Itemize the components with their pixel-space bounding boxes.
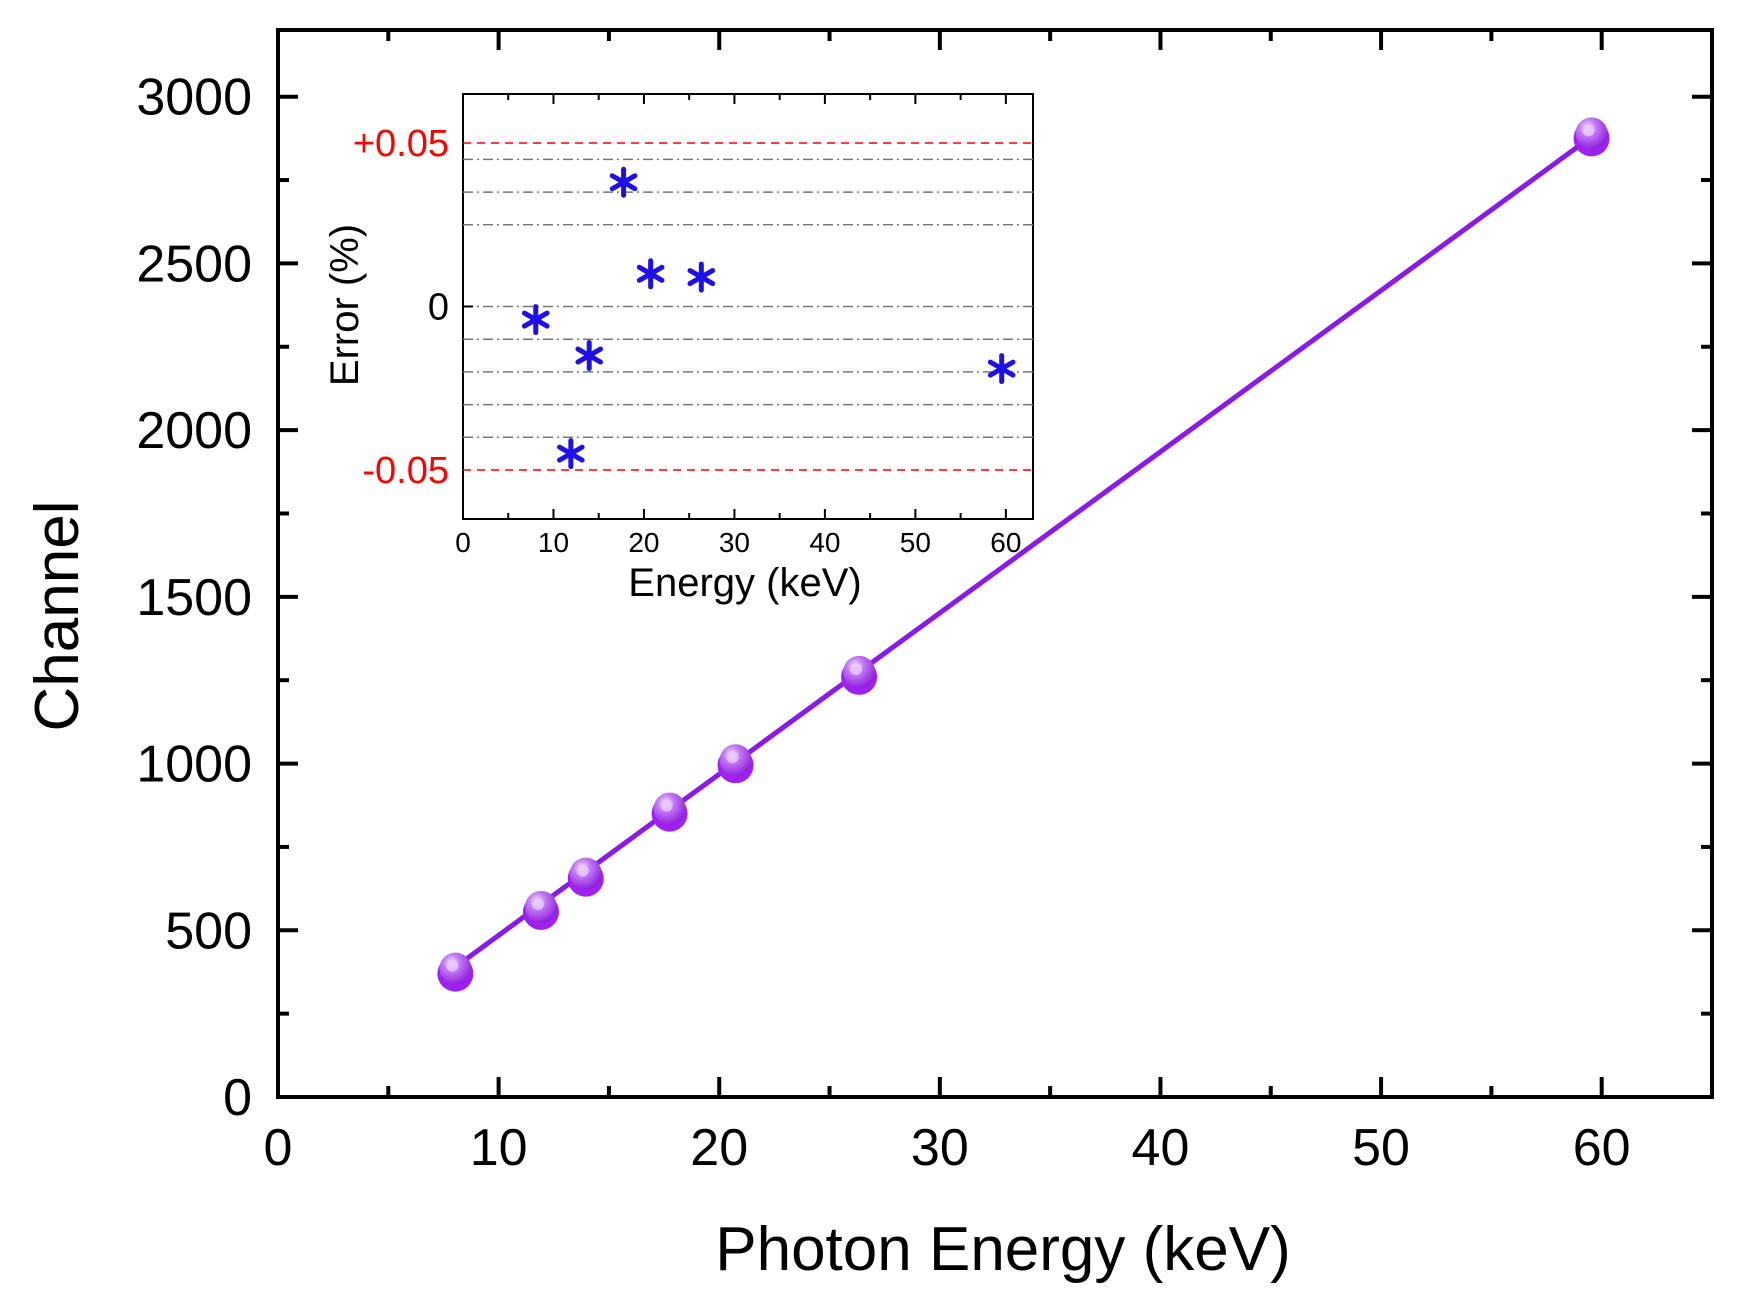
asterisk-stroke bbox=[557, 444, 585, 463]
asterisk-stroke bbox=[521, 310, 550, 329]
inset-x-axis-label: Energy (keV) bbox=[628, 561, 861, 605]
marker-sphere-highlight bbox=[660, 799, 673, 812]
x-tick-label: 20 bbox=[690, 1119, 748, 1177]
main-x-axis-label: Photon Energy (keV) bbox=[715, 1215, 1291, 1284]
marker-sphere-highlight bbox=[531, 897, 544, 910]
x-tick-label: 50 bbox=[1352, 1119, 1410, 1177]
inset-x-tick-label: 50 bbox=[900, 527, 931, 558]
inset-x-tick-label: 20 bbox=[628, 527, 659, 558]
asterisk-stroke bbox=[987, 359, 1016, 378]
main-plot-frame bbox=[276, 28, 1714, 1099]
x-tick-label: 10 bbox=[470, 1119, 528, 1177]
inset-data-point-asterisk bbox=[609, 166, 638, 198]
marker-sphere-highlight bbox=[726, 751, 739, 764]
data-point-marker bbox=[567, 857, 604, 897]
data-point-marker bbox=[437, 952, 474, 992]
inset-x-tick-label: 0 bbox=[455, 527, 471, 558]
inset-x-tick-label: 40 bbox=[809, 527, 840, 558]
inset-y-axis-label: Error (%) bbox=[323, 224, 367, 386]
inset-x-tick-label: 60 bbox=[990, 527, 1021, 558]
data-point-marker bbox=[841, 655, 878, 695]
asterisk-stroke bbox=[636, 264, 665, 283]
asterisk-stroke bbox=[575, 346, 604, 365]
x-tick-label: 40 bbox=[1132, 1119, 1190, 1177]
marker-sphere-highlight bbox=[850, 662, 863, 675]
inset-x-tick-label: 30 bbox=[719, 527, 750, 558]
data-point-marker bbox=[651, 792, 688, 832]
inset-x-tick-label: 10 bbox=[538, 527, 569, 558]
inset-data-point-asterisk bbox=[636, 258, 665, 290]
inset-data-point-asterisk bbox=[521, 304, 550, 336]
marker-sphere-highlight bbox=[446, 959, 459, 972]
inset-data-point-asterisk bbox=[987, 353, 1016, 385]
inset-y-red-tick-label: +0.05 bbox=[353, 123, 449, 165]
inset-data-point-asterisk bbox=[687, 261, 716, 293]
inset-y-red-tick-label: -0.05 bbox=[362, 450, 449, 492]
main-series-layer bbox=[437, 117, 1610, 992]
fit-line bbox=[452, 134, 1595, 970]
y-tick-label: 3000 bbox=[136, 69, 252, 127]
marker-sphere-highlight bbox=[1582, 124, 1595, 137]
y-tick-label: 1500 bbox=[136, 569, 252, 627]
inset-y-tick-label: 0 bbox=[428, 287, 449, 329]
inset-chart: 0 10 20 30 40 50 60 0 +0.05 -0.05 bbox=[353, 93, 1034, 558]
inset-data-point-asterisk bbox=[575, 340, 604, 372]
inset-data-point-asterisk bbox=[557, 438, 585, 470]
y-tick-label: 500 bbox=[165, 902, 252, 960]
marker-sphere-highlight bbox=[576, 864, 589, 877]
x-tick-label: 30 bbox=[911, 1119, 969, 1177]
y-tick-label: 2000 bbox=[136, 402, 252, 460]
data-point-marker bbox=[522, 890, 559, 930]
data-point-marker bbox=[717, 744, 754, 784]
x-tick-label: 0 bbox=[264, 1119, 293, 1177]
asterisk-stroke bbox=[609, 173, 638, 192]
data-point-marker bbox=[1573, 117, 1610, 157]
main-y-axis-label: Channel bbox=[23, 501, 92, 732]
y-tick-label: 1000 bbox=[136, 736, 252, 794]
y-tick-label: 0 bbox=[223, 1069, 252, 1127]
asterisk-stroke bbox=[687, 268, 716, 287]
y-tick-label: 2500 bbox=[136, 235, 252, 293]
x-tick-label: 60 bbox=[1573, 1119, 1631, 1177]
